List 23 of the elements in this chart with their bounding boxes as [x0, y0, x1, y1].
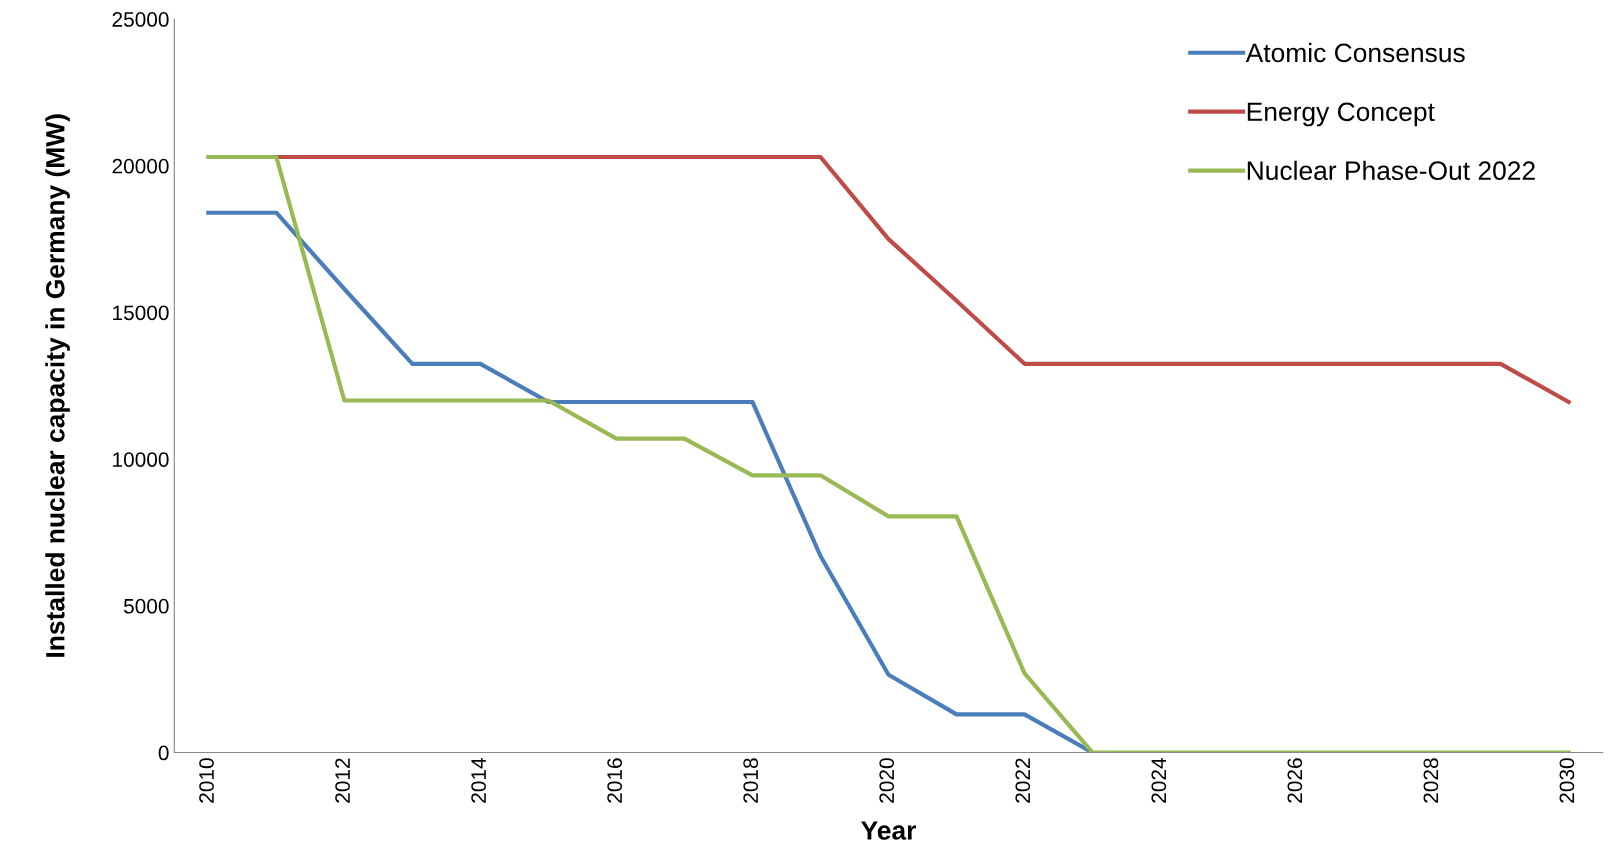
x-tick-label: 2018 [743, 758, 759, 803]
x-axis-title: Year [861, 821, 916, 840]
legend-label: Nuclear Phase-Out 2022 [1247, 160, 1535, 181]
y-tick-label: 10000 [113, 452, 169, 467]
y-tick-label: 0 [158, 745, 169, 761]
y-tick-label: 5000 [123, 598, 169, 614]
y-tick-label: 25000 [112, 12, 169, 27]
x-tick-label: 2016 [607, 758, 623, 803]
x-tick-label: 2014 [471, 758, 486, 803]
x-tick-label: 2026 [1287, 758, 1303, 803]
y-tick-label: 15000 [113, 305, 169, 321]
x-tick-label: 2022 [1015, 758, 1031, 803]
x-tick-label: 2020 [879, 758, 895, 803]
y-axis-title: Installed nuclear capacity in Germany (MW) [45, 114, 70, 657]
x-tick-label: 2012 [335, 758, 350, 803]
x-tick-label: 2028 [1423, 758, 1439, 803]
y-tick-label: 20000 [112, 158, 169, 174]
x-tick-label: 2010 [199, 758, 214, 803]
legend-label: Atomic Consensus [1245, 42, 1465, 63]
legend-label: Energy Concept [1247, 102, 1435, 127]
x-tick-label: 2030 [1559, 758, 1575, 803]
line-series [206, 154, 1571, 753]
x-tick-label: 2024 [1151, 758, 1167, 803]
